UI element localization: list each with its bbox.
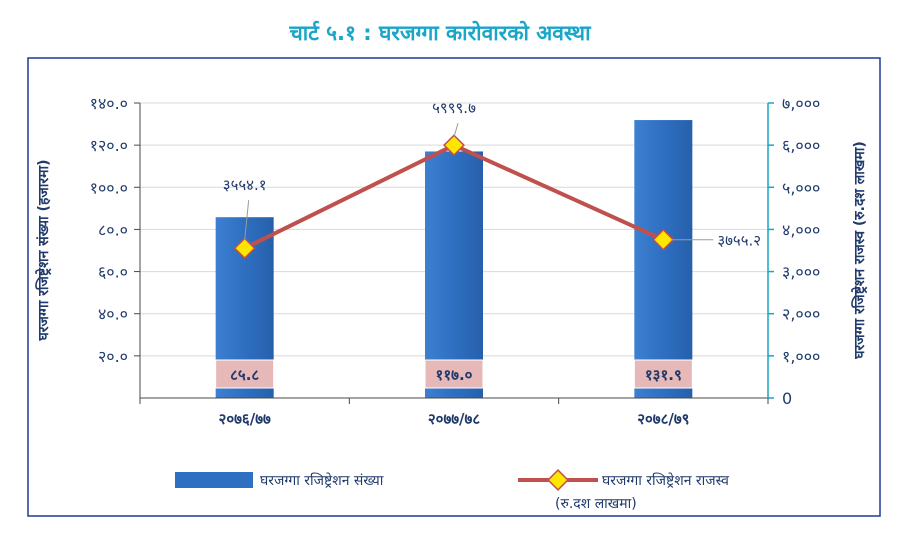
axes: २०.० ४०.० ६०.० ८०.० १००.० १२०.० १४०.० 0 १,००० २,०… bbox=[90, 94, 821, 428]
leader-line bbox=[244, 200, 250, 241]
line-marker bbox=[652, 228, 675, 251]
y-right-tick-label: 0 bbox=[782, 389, 792, 408]
bar bbox=[634, 120, 693, 398]
x-tick-label: २०७८/७९ bbox=[637, 410, 689, 428]
chart-title: चार्ट ५.१ : घरजग्गा कारोवारको अवस्था bbox=[288, 20, 592, 45]
y-left-tick-label: ८०.० bbox=[98, 220, 128, 239]
y-left-tick-label: ४०.० bbox=[98, 305, 128, 324]
line-value-label: ३५५४.१ bbox=[223, 176, 267, 194]
y-left-tick-label: १४०.० bbox=[90, 94, 128, 113]
y-right-tick-label: ६,००० bbox=[782, 136, 820, 155]
legend-line-note: (रु.दश लाखमा) bbox=[555, 496, 637, 512]
data-labels: ८५.८ ११७.० १३१.९ ३५५४.१ ५९९९.७ ३७५५.२ bbox=[215, 99, 761, 389]
legend-bar-swatch bbox=[175, 472, 253, 488]
legend-line-label: घरजग्गा रजिष्ट्रेशन राजस्व bbox=[602, 472, 729, 489]
bar-label-box bbox=[215, 359, 275, 389]
y-right-tick-label: ४,००० bbox=[782, 220, 820, 239]
y-left-tick-label: ६०.० bbox=[98, 263, 128, 282]
y-right-tick-label: ३,००० bbox=[782, 263, 820, 282]
legend-line-marker bbox=[547, 469, 569, 491]
y-right-tick-label: २,००० bbox=[782, 305, 820, 324]
leader-line bbox=[453, 123, 459, 138]
bar-value-label: १३१.९ bbox=[645, 366, 682, 384]
bar-value-label: ८५.८ bbox=[230, 366, 259, 384]
bar-label-box bbox=[424, 359, 484, 389]
y-right-tick-label: ५,००० bbox=[782, 178, 820, 197]
line-marker bbox=[443, 134, 465, 157]
legend: घरजग्गा रजिष्ट्रेशन संख्या घरजग्गा रजिष्… bbox=[175, 469, 729, 512]
legend-bar-label: घरजग्गा रजिष्ट्रेशन संख्या bbox=[260, 472, 384, 489]
bar-value-label: ११७.० bbox=[436, 366, 473, 384]
line-series bbox=[233, 134, 675, 260]
y-left-axis-title: घरजग्गा रजिष्ट्रेशन संख्या (हजारमा) bbox=[35, 159, 52, 341]
x-tick-label: २०७७/७८ bbox=[428, 410, 480, 428]
y-left-tick-label: १००.० bbox=[90, 178, 128, 197]
line-value-label: ५९९९.७ bbox=[432, 99, 476, 117]
y-right-tick-label: ७,००० bbox=[782, 94, 820, 113]
y-left-tick-label: २०.० bbox=[98, 347, 128, 366]
bar bbox=[425, 151, 483, 398]
bar-label-box bbox=[633, 359, 693, 389]
y-right-tick-label: १,००० bbox=[782, 347, 820, 366]
x-tick-label: २०७६/७७ bbox=[219, 410, 271, 428]
line-marker bbox=[233, 237, 256, 260]
line-value-label: ३७५५.२ bbox=[717, 232, 761, 250]
y-left-tick-label: १२०.० bbox=[90, 136, 128, 155]
y-right-axis-title: घरजग्गा रजिष्ट्रेशन राजस्व (रु.दश लाखमा) bbox=[851, 141, 868, 360]
